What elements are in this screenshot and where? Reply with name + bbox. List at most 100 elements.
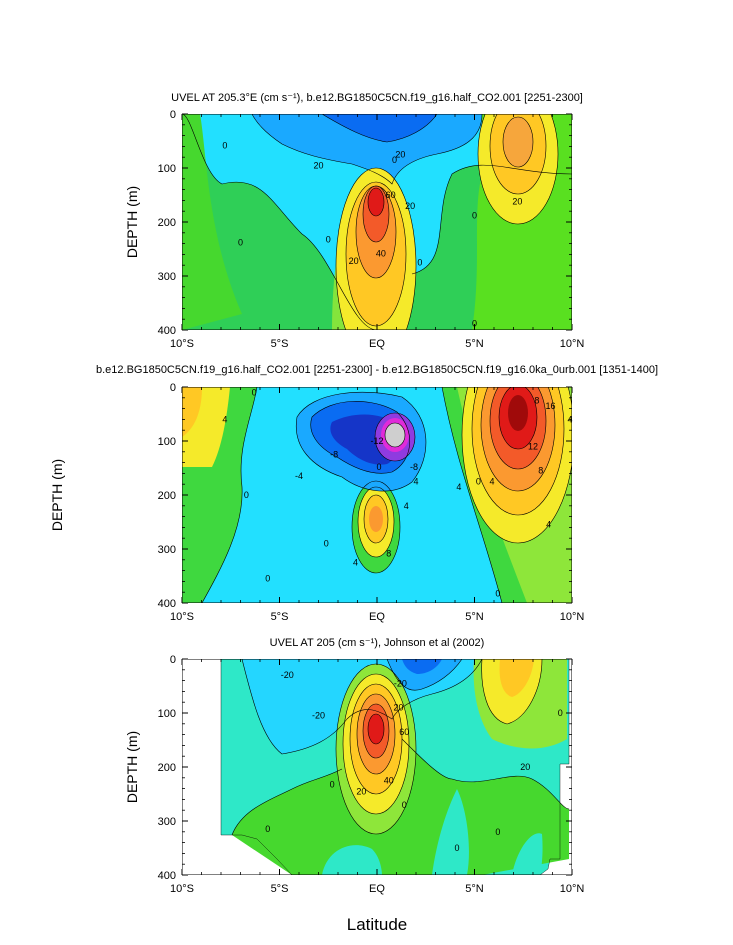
contour-label: 12 [528, 441, 538, 451]
field-strong-west [322, 114, 437, 142]
contour-label: 20 [393, 703, 403, 713]
x-tick-label: 10°N [560, 338, 585, 350]
panel-3: UVEL AT 205 (cm s⁻¹), Johnson et al (200… [124, 637, 584, 934]
panel-2-ylabel: DEPTH (m) [49, 459, 65, 531]
contour-label: 0 [392, 155, 397, 165]
contour-label: 20 [512, 196, 522, 206]
panel-1-ylabel: DEPTH (m) [124, 186, 140, 258]
contour-label: 0 [558, 708, 563, 718]
y-tick-label: 200 [158, 217, 176, 229]
contour-label: 0 [472, 211, 477, 221]
contour-label: 0 [265, 574, 270, 584]
panel-2-plot [182, 387, 572, 603]
panel-2-title: b.e12.BG1850C5CN.f19_g16.half_CO2.001 [2… [96, 364, 658, 376]
field-strong-west [402, 659, 442, 674]
contour-label: 4 [222, 414, 227, 424]
field-moderate-west [387, 659, 462, 691]
x-tick-label: 5°N [465, 338, 484, 350]
contour-label: -4 [295, 471, 303, 481]
contour-label: 20 [405, 201, 415, 211]
y-tick-label: 100 [158, 436, 176, 448]
contour-label: 8 [538, 466, 543, 476]
y-tick-label: 0 [170, 109, 176, 121]
y-tick-label: 200 [158, 762, 176, 774]
x-tick-label: EQ [369, 883, 385, 895]
panel-1-title: UVEL AT 205.3°E (cm s⁻¹), b.e12.BG1850C5… [171, 92, 583, 104]
contour-label: 20 [395, 150, 405, 160]
contour-label: 0 [265, 824, 270, 834]
panel-3-ylabel: DEPTH (m) [124, 731, 140, 803]
x-tick-label: 5°S [271, 883, 289, 895]
contour-label: 40 [384, 776, 394, 786]
x-tick-label: 5°S [271, 338, 289, 350]
x-tick-label: EQ [369, 338, 385, 350]
x-tick-label: 5°N [465, 611, 484, 623]
y-tick-label: 400 [158, 870, 176, 882]
x-tick-label: 10°N [560, 611, 585, 623]
y-tick-label: 400 [158, 598, 176, 610]
field-east-north-orange [499, 659, 534, 697]
panel-3-title: UVEL AT 205 (cm s⁻¹), Johnson et al (200… [270, 637, 485, 649]
contour-label: 60 [386, 190, 396, 200]
y-tick-label: 300 [158, 816, 176, 828]
y-tick-label: 100 [158, 163, 176, 175]
contour-label: -20 [281, 670, 294, 680]
panel-1-plot [182, 114, 572, 330]
contour-label: 0 [472, 319, 477, 329]
contour-label: 0 [326, 234, 331, 244]
contour-label: 8 [386, 548, 391, 558]
field-orange-southwest [182, 387, 202, 437]
y-tick-label: 200 [158, 490, 176, 502]
panel-2: b.e12.BG1850C5CN.f19_g16.half_CO2.001 [2… [49, 364, 658, 623]
contour-label: 8 [534, 396, 539, 406]
contour-label: 0 [252, 387, 257, 397]
y-tick-label: 0 [170, 654, 176, 666]
contour-label: 0 [495, 588, 500, 598]
contour-label: 20 [356, 786, 366, 796]
x-axis-label: Latitude [347, 915, 408, 934]
field-green-patches [322, 789, 543, 875]
contour-label: 4 [546, 520, 551, 530]
contour-label: 0 [417, 258, 422, 268]
contour-label: 20 [313, 160, 323, 170]
x-tick-label: EQ [369, 611, 385, 623]
x-tick-label: 10°S [170, 338, 194, 350]
panel-3-contour-labels: -20 -20 -20 20 60 40 20 0 0 0 0 0 20 0 [265, 670, 563, 853]
contour-label: -12 [370, 436, 383, 446]
y-tick-label: 400 [158, 325, 176, 337]
contour-label: 4 [413, 477, 418, 487]
y-tick-label: 100 [158, 708, 176, 720]
contour-label: 16 [546, 401, 556, 411]
y-tick-label: 0 [170, 382, 176, 394]
x-tick-label: 10°S [170, 883, 194, 895]
contour-label: 0 [376, 462, 381, 472]
panel-1: UVEL AT 205.3°E (cm s⁻¹), b.e12.BG1850C5… [124, 92, 585, 350]
contour-label: 4 [456, 482, 461, 492]
x-tick-label: 5°N [465, 883, 484, 895]
x-tick-label: 10°S [170, 611, 194, 623]
panel-3-plot [182, 659, 572, 875]
y-tick-label: 300 [158, 271, 176, 283]
contour-label: -20 [394, 678, 407, 688]
contour-label: 0 [238, 238, 243, 248]
contour-label: 60 [399, 727, 409, 737]
contour-label: 20 [349, 256, 359, 266]
contour-label: 4 [353, 558, 358, 568]
contour-label: 40 [376, 248, 386, 258]
contour-label: 0 [330, 779, 335, 789]
field-moderate-west [252, 114, 482, 184]
contour-label: 4 [490, 477, 495, 487]
contour-label: -20 [312, 711, 325, 721]
contour-label: 0 [454, 843, 459, 853]
contour-label: 20 [520, 762, 530, 772]
contour-label: 0 [476, 477, 481, 487]
x-tick-label: 10°N [560, 883, 585, 895]
contour-label: -8 [410, 462, 418, 472]
contour-label: 0 [495, 827, 500, 837]
contour-label: 0 [222, 140, 227, 150]
